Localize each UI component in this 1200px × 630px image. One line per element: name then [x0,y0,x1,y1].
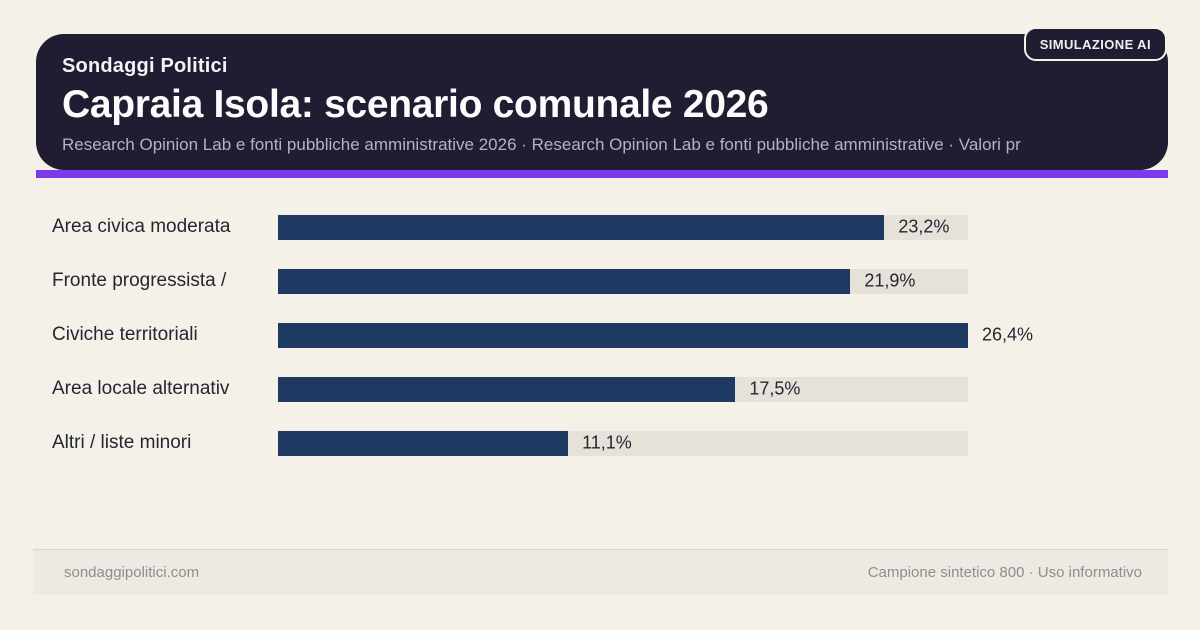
chart-row: Civiche territoriali 26,4% [52,308,1033,362]
bar-area: 26,4% [278,322,1033,348]
page-title: Capraia Isola: scenario comunale 2026 [62,83,769,126]
brand-kicker: Sondaggi Politici [62,55,228,77]
chart-row: Fronte progressista / 21,9% [52,254,968,308]
header-card: Sondaggi Politici Capraia Isola: scenari… [36,34,1168,170]
category-label: Altri / liste minori [52,432,192,453]
bar-fill [278,430,569,456]
bar-area: 17,5% [278,376,968,402]
chart-row: Altri / liste minori 11,1% [52,416,968,470]
footer-site-label: sondaggipolitici.com [64,564,200,581]
category-label: Fronte progressista / [52,270,227,291]
bar-fill [278,322,968,348]
bar-fill [278,376,736,402]
category-label: Civiche territoriali [52,324,198,345]
bar-fill [278,214,885,240]
value-label: 11,1% [582,432,632,453]
bar-area: 21,9% [278,268,968,294]
bar-area: 23,2% [278,214,968,240]
page-subtitle: Research Opinion Lab e fonti pubbliche a… [62,135,1021,154]
value-label: 23,2% [898,216,950,237]
value-label: 17,5% [749,378,801,399]
footer-sample-note: Campione sintetico 800 · Uso informativo [867,564,1142,581]
footer: sondaggipolitici.com Campione sintetico … [33,549,1168,595]
simulation-ai-badge: SIMULAZIONE AI [1023,27,1167,61]
chart-row: Area civica moderata 23,2% [52,200,968,254]
accent-bar [36,170,1168,178]
category-label: Area locale alternativ [52,378,230,399]
value-label: 26,4% [982,324,1034,345]
value-label: 21,9% [864,270,916,291]
simulation-ai-badge-label: SIMULAZIONE AI [1039,36,1151,52]
bar-chart: Area civica moderata 23,2% Fronte progress… [52,200,1033,470]
bar-area: 11,1% [278,430,968,456]
category-label: Area civica moderata [52,216,231,237]
chart-row: Area locale alternativ 17,5% [52,362,968,416]
bar-fill [278,268,851,294]
